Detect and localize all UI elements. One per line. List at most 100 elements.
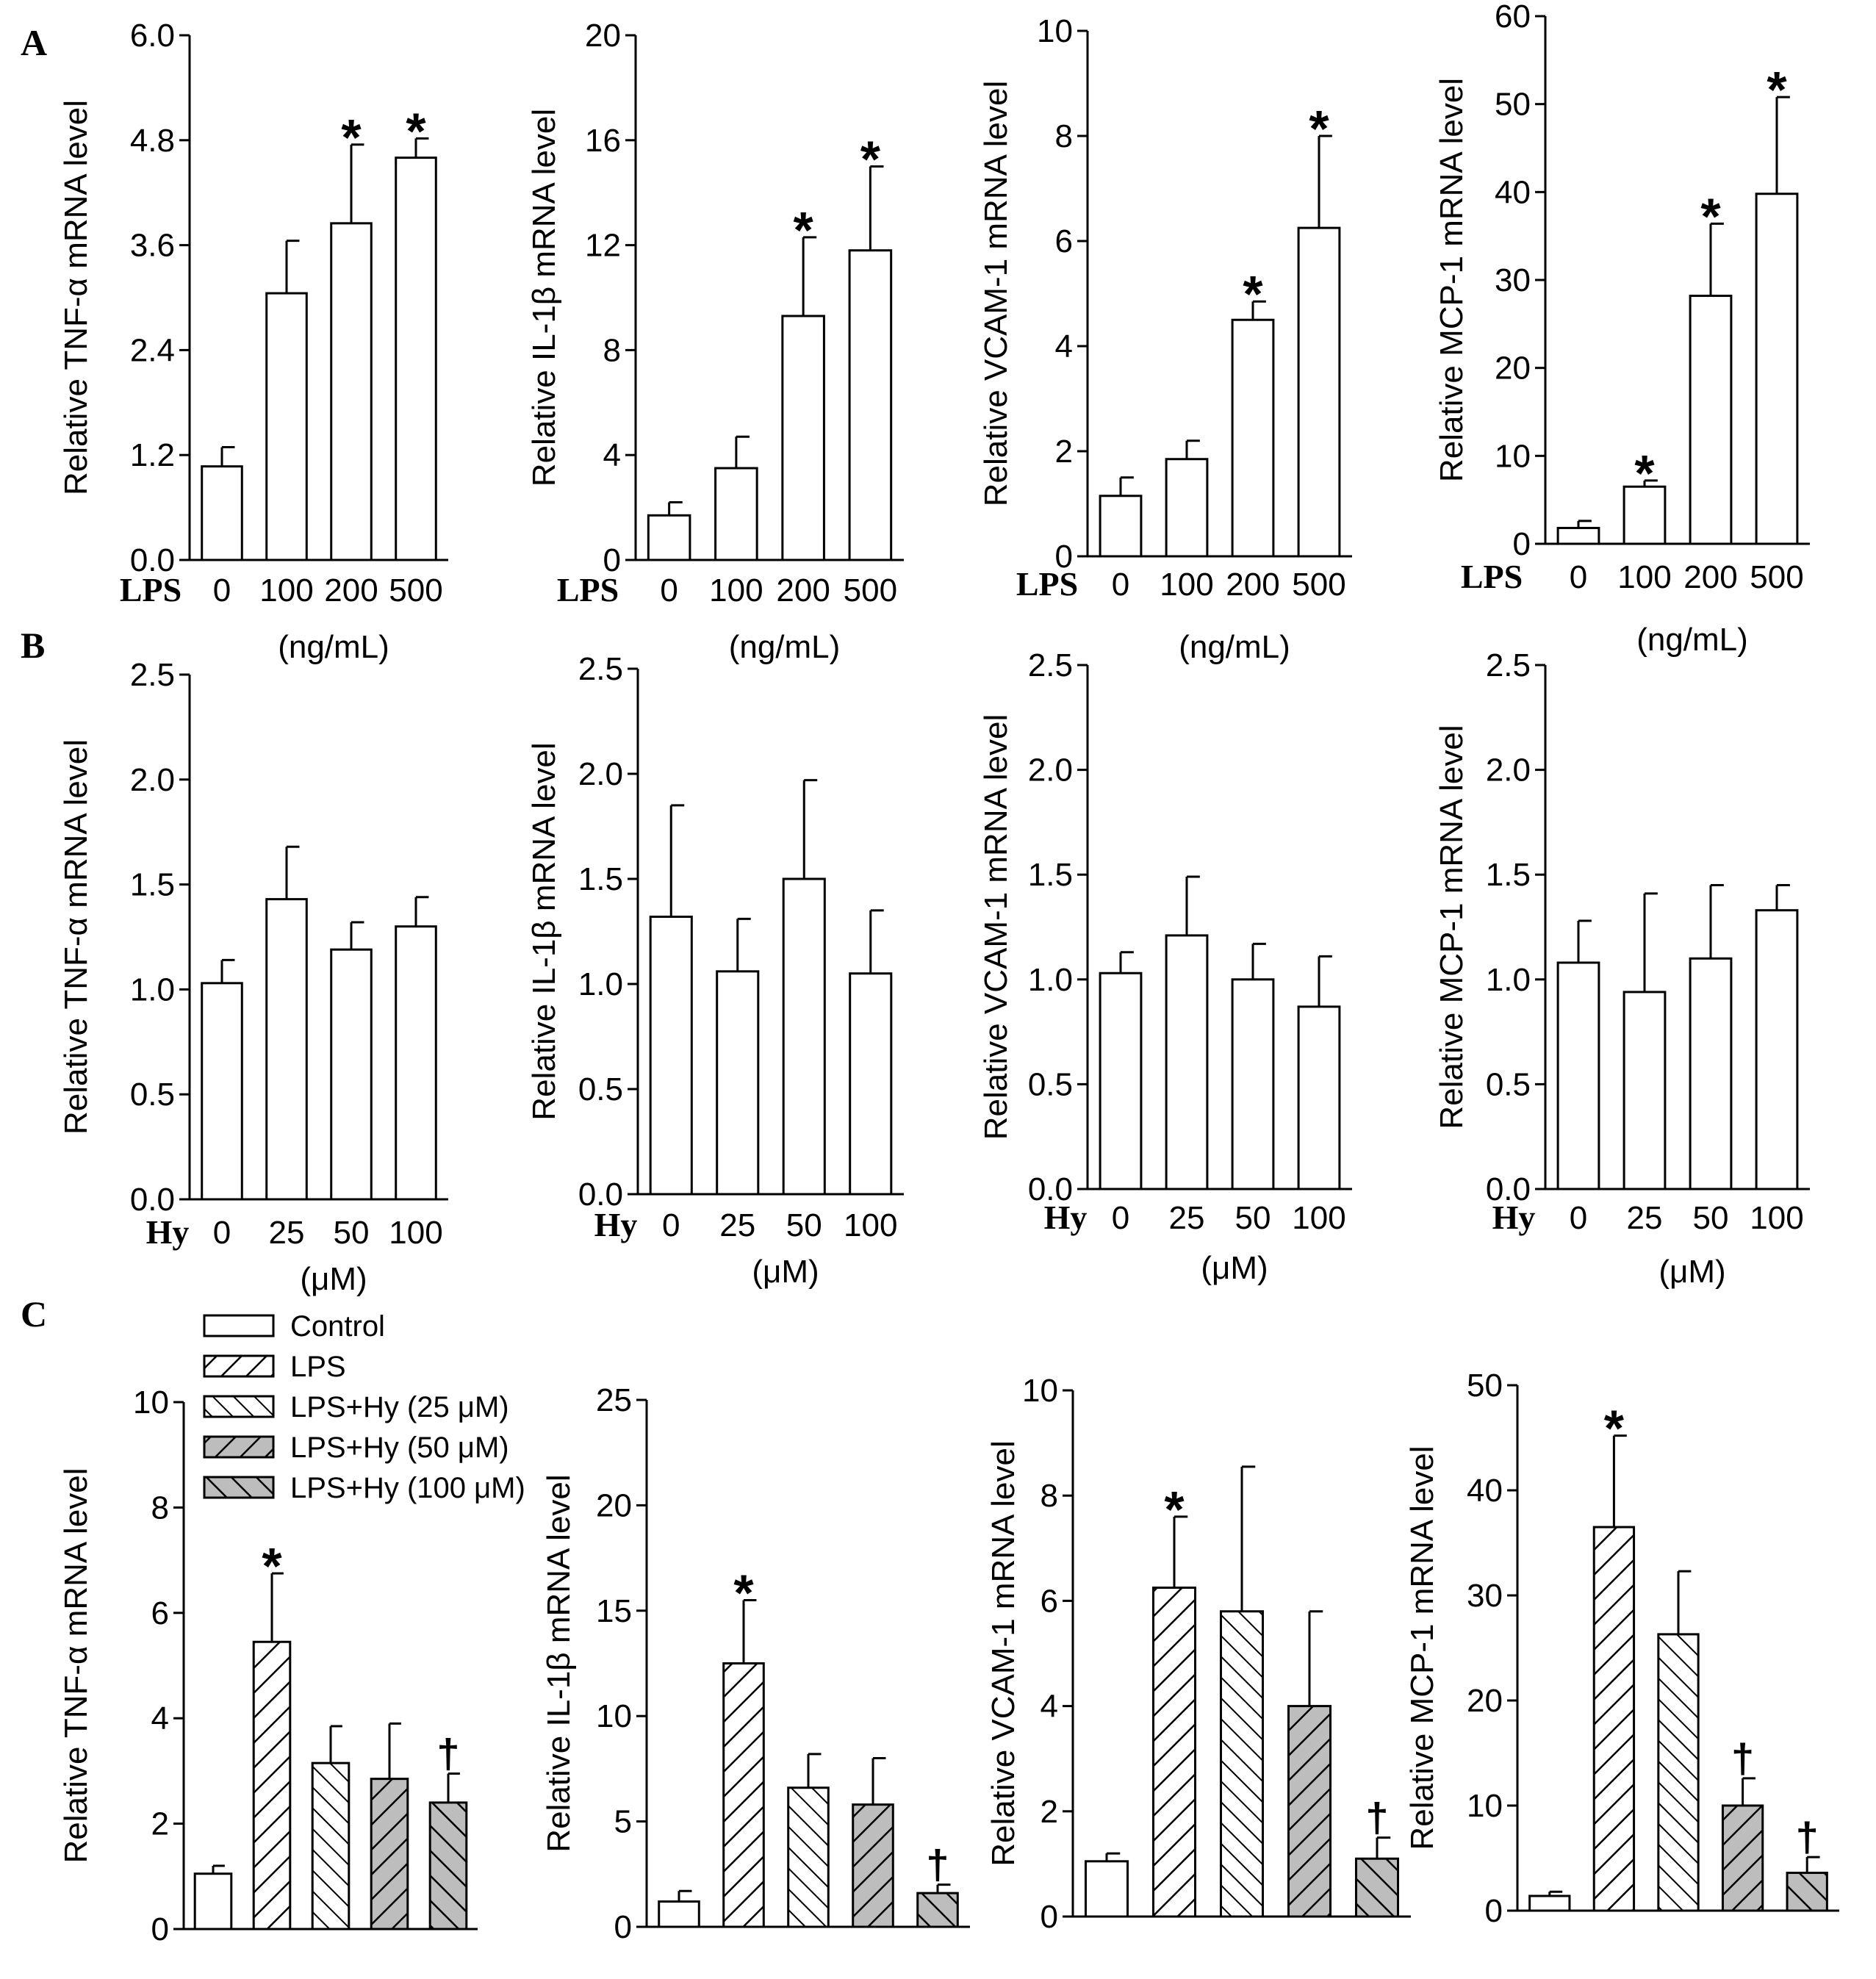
legend-label-lps-hy-25: LPS+Hy (25 μM) (290, 1391, 509, 1423)
bar (1592, 1526, 1636, 1912)
significance-marker: * (262, 1537, 282, 1595)
y-tick-label: 0 (151, 1911, 169, 1947)
x-tick-label: 100 (1160, 567, 1213, 603)
legend-item-lps-hy-50: LPS+Hy (50 μM) (203, 1432, 509, 1464)
unit-label: (μM) (300, 1261, 367, 1297)
y-tick-label: 2.5 (130, 657, 175, 693)
y-tick-label: 0.0 (578, 1177, 623, 1213)
significance-marker: † (436, 1730, 459, 1776)
bar (1099, 971, 1143, 1190)
y-tick-label: 2 (1055, 434, 1073, 470)
legend-item-lps-hy-100: LPS+Hy (100 μM) (203, 1472, 525, 1504)
significance-marker: * (1700, 187, 1721, 245)
bar (1231, 978, 1275, 1190)
significance-marker: † (1365, 1795, 1388, 1841)
chart-a2: 0 4 8 12 16 20 Relative IL-1β mRNA level 0 100 * 2… (526, 18, 904, 665)
y-tick-label: 4 (603, 437, 621, 473)
y-tick-label: 2.5 (578, 651, 623, 687)
y-tick-label: 20 (1467, 1683, 1503, 1719)
significance-marker: * (733, 1564, 754, 1621)
bar (1354, 1857, 1400, 1918)
x-tick-label: 0 (1570, 1200, 1587, 1236)
y-axis-label: Relative IL-1β mRNA level (526, 109, 562, 486)
bar (252, 1640, 292, 1930)
y-tick-label: 1.5 (578, 861, 623, 897)
legend-item-lps: LPS (203, 1351, 346, 1383)
x-tick-label: 0 (660, 572, 678, 608)
significance-marker: * (1767, 61, 1787, 118)
y-tick-label: 6 (151, 1595, 169, 1631)
x-tick-label: 100 (1292, 1200, 1345, 1236)
y-tick-label: 6 (1055, 223, 1073, 259)
x-tick-label: 50 (334, 1215, 370, 1251)
y-tick-label: 0 (1485, 1893, 1503, 1929)
unit-label: (ng/mL) (278, 629, 389, 665)
legend-item-control: Control (203, 1310, 385, 1343)
y-tick-label: 8 (151, 1490, 169, 1526)
bar (1689, 295, 1733, 545)
y-axis-label: Relative MCP-1 mRNA level (1434, 78, 1470, 482)
chart-b1: 0.0 0.5 1.0 1.5 2.0 2.5 Relative TNF-α mRNA le… (58, 657, 448, 1297)
bar (1556, 526, 1600, 545)
y-axis-label: Relative MCP-1 mRNA level (1404, 1445, 1440, 1850)
y-tick-label: 1.5 (130, 867, 175, 903)
bar (649, 915, 693, 1196)
bar (714, 467, 758, 561)
y-tick-label: 6 (1041, 1583, 1058, 1619)
y-tick-label: 6.0 (130, 18, 175, 54)
unit-label: (μM) (1201, 1250, 1268, 1286)
condition-label: Hy (146, 1213, 190, 1251)
y-tick-label: 4 (1055, 328, 1073, 364)
y-tick-label: 1.0 (1486, 962, 1531, 998)
x-tick-label: 200 (324, 572, 378, 608)
condition-label: Hy (1492, 1199, 1536, 1236)
y-tick-label: 20 (585, 18, 621, 54)
y-tick-label: 0.5 (578, 1071, 623, 1107)
bar (428, 1801, 468, 1930)
bar (1721, 1804, 1764, 1912)
y-axis-label: Relative IL-1β mRNA level (541, 1474, 577, 1852)
y-tick-label: 1.5 (1486, 857, 1531, 893)
x-tick-label: 50 (1693, 1200, 1729, 1236)
y-tick-label: 50 (1495, 87, 1531, 123)
bar (1622, 991, 1667, 1190)
y-tick-label: 0.0 (1486, 1171, 1531, 1207)
y-tick-label: 30 (1495, 262, 1531, 298)
chart-a4: 0 10 20 30 40 50 60 Relative MCP-1 mRNA level 0 *… (1434, 0, 1810, 658)
condition-label: Hy (1044, 1199, 1088, 1236)
y-tick-label: 0 (603, 542, 621, 578)
y-tick-label: 15 (596, 1593, 632, 1629)
y-axis-label: Relative TNF-α mRNA level (58, 100, 94, 495)
y-tick-label: 30 (1467, 1578, 1503, 1614)
legend-item-lps-hy-25: LPS+Hy (25 μM) (203, 1391, 509, 1423)
bar (782, 877, 826, 1196)
bar (330, 948, 373, 1201)
y-axis-label: Relative TNF-α mRNA level (58, 739, 94, 1135)
condition-label: LPS (1461, 558, 1523, 595)
x-tick-label: 100 (844, 1207, 897, 1243)
y-tick-label: 1.0 (578, 966, 623, 1002)
bar (1219, 1610, 1265, 1918)
x-tick-label: 100 (1617, 559, 1671, 595)
y-tick-label: 50 (1467, 1368, 1503, 1404)
bar (658, 1900, 700, 1928)
y-tick-label: 2.4 (130, 332, 175, 368)
y-tick-label: 2.5 (1028, 647, 1073, 683)
y-tick-label: 0 (614, 1909, 632, 1945)
x-tick-label: 100 (259, 572, 313, 608)
bar (716, 970, 760, 1196)
y-tick-label: 0.5 (130, 1077, 175, 1113)
y-tick-label: 0 (1041, 1899, 1058, 1935)
y-tick-label: 1.0 (130, 971, 175, 1008)
x-tick-label: 25 (719, 1207, 755, 1243)
bar (395, 157, 437, 561)
chart-a1: 0.0 1.2 2.4 3.6 4.8 6.0 Relative TNF-α mRNA le… (58, 18, 448, 665)
y-tick-label: 2.0 (578, 756, 623, 792)
y-axis-label: Relative MCP-1 mRNA level (1434, 725, 1470, 1129)
y-tick-label: 0.5 (1486, 1066, 1531, 1102)
bar (1297, 226, 1341, 558)
x-tick-label: 200 (1226, 567, 1279, 603)
y-tick-label: 10 (1037, 13, 1073, 49)
x-tick-label: 0 (213, 1215, 231, 1251)
